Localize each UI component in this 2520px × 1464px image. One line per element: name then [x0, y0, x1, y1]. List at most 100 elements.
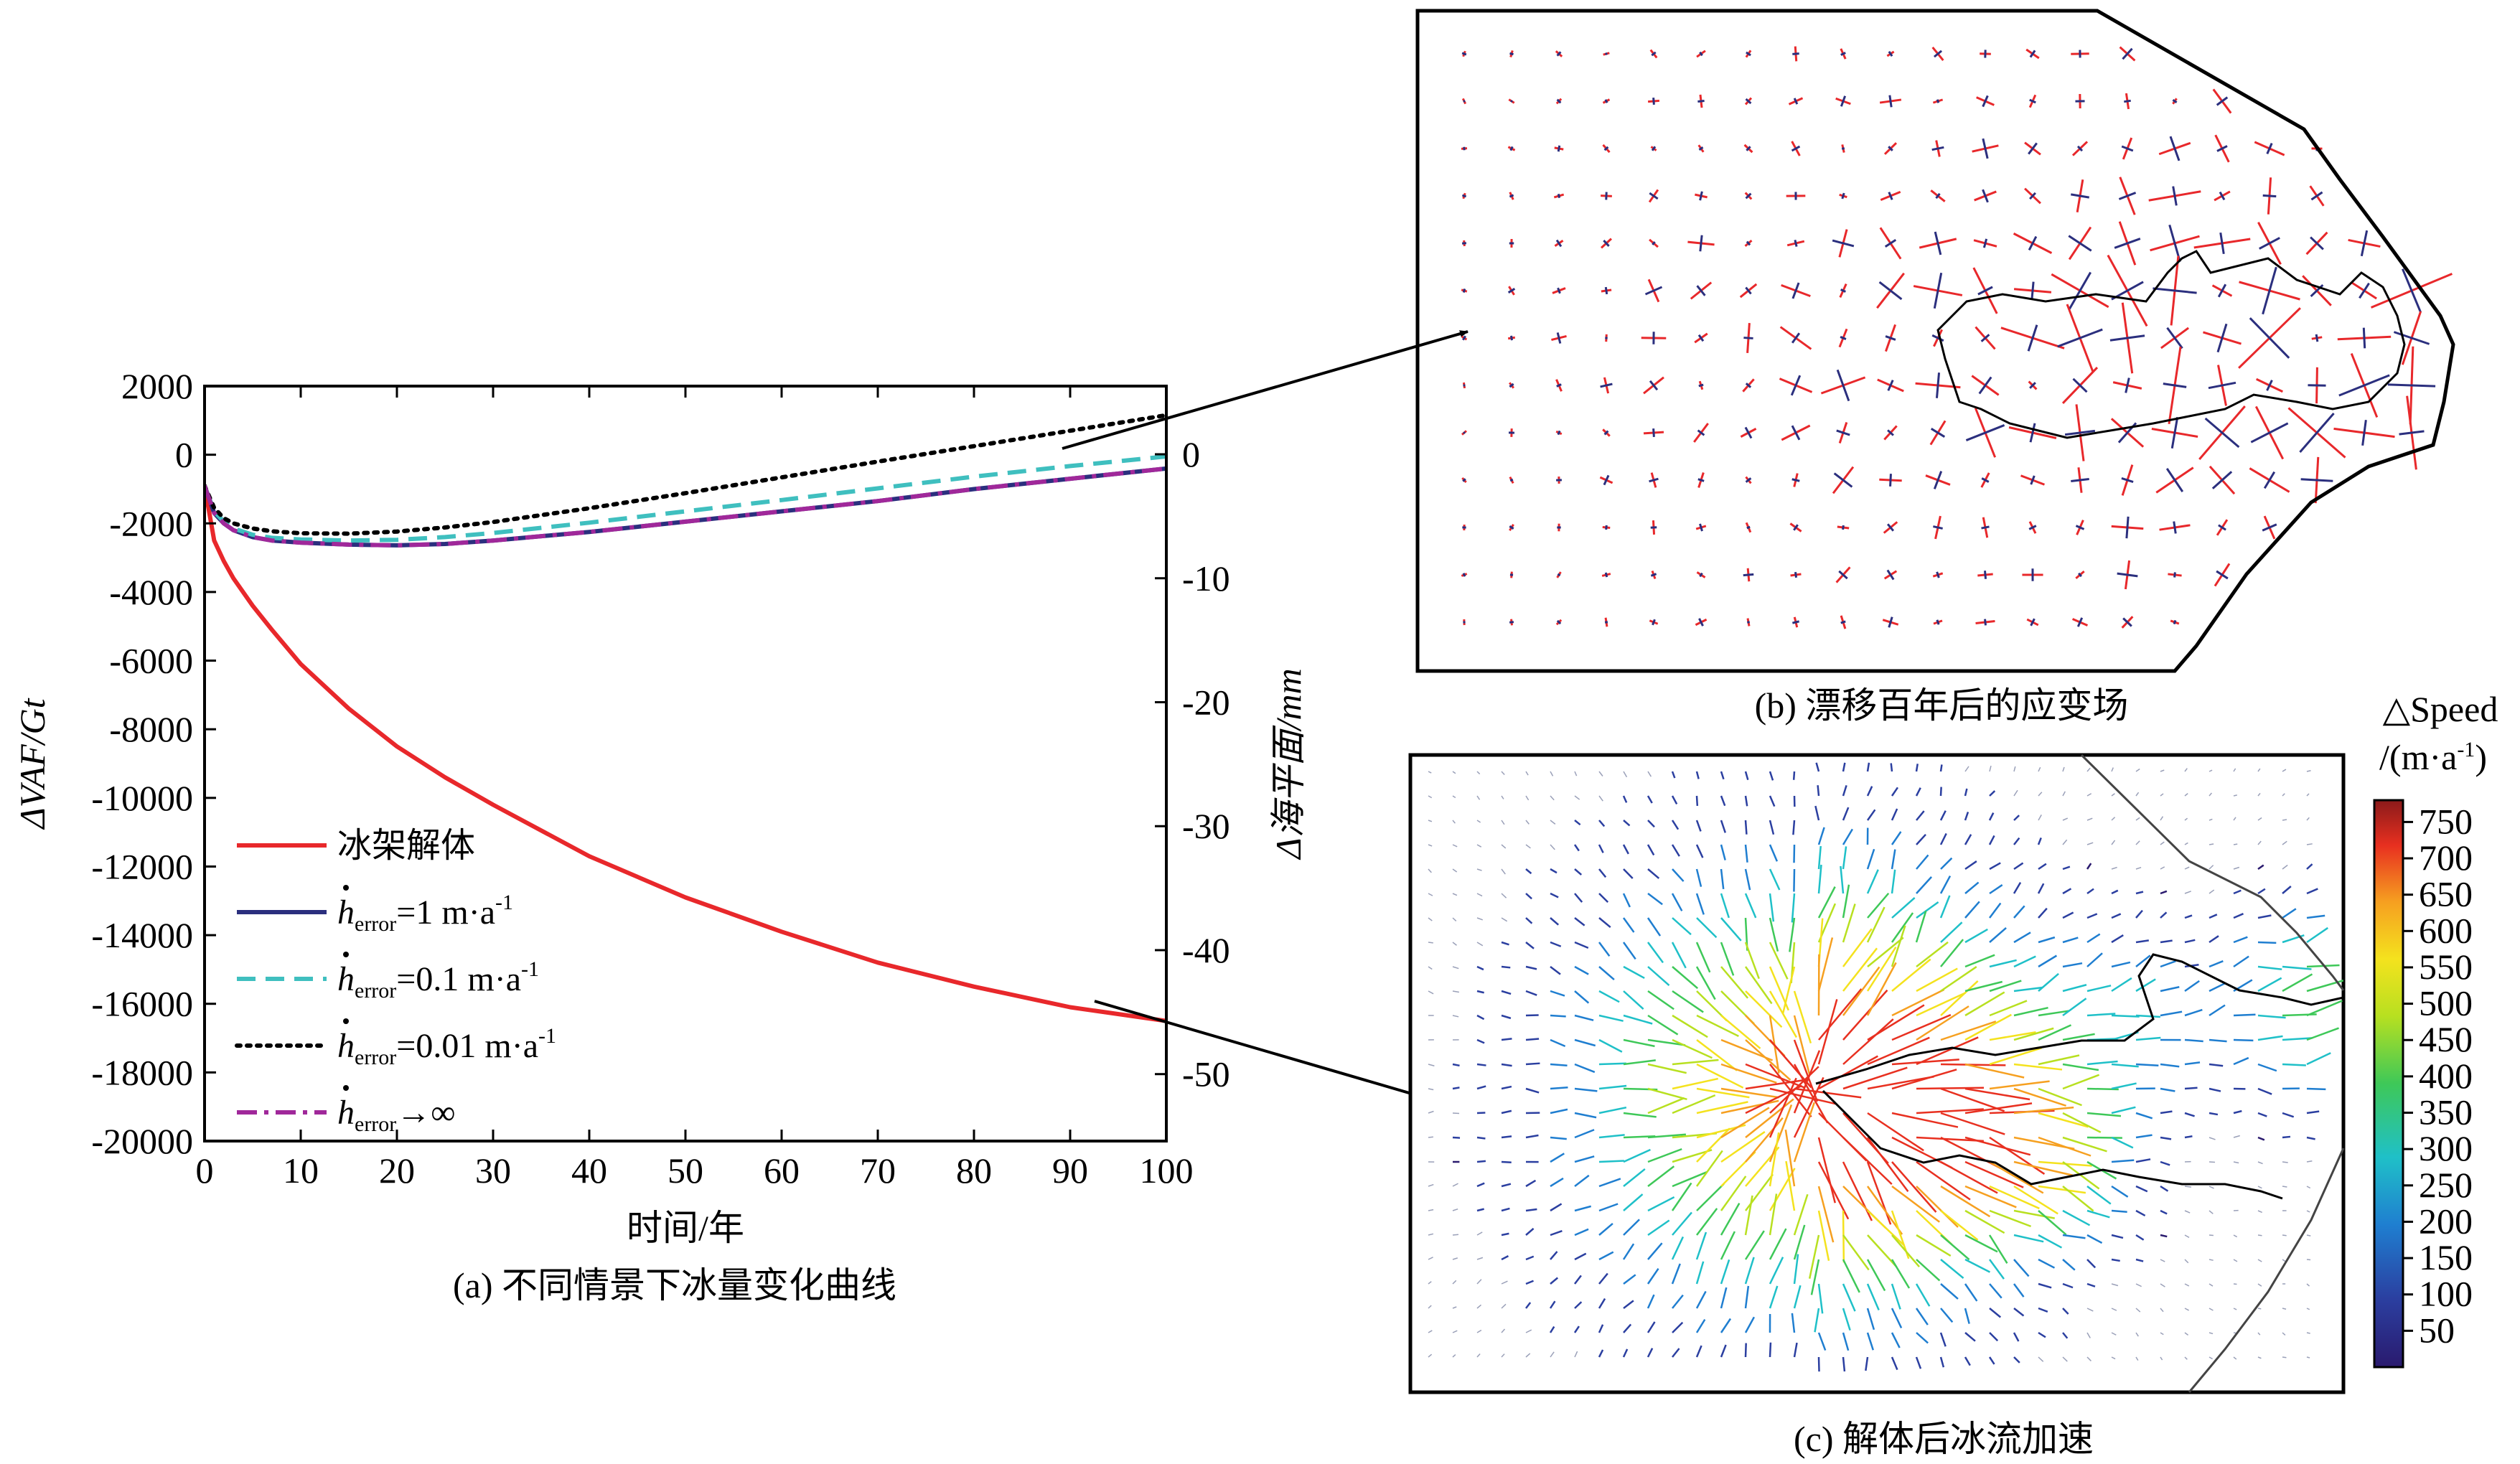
strain-vector-compression	[2402, 268, 2422, 313]
flow-vector	[1550, 917, 1560, 926]
strain-vector-compression	[2078, 572, 2082, 578]
strain-vector-compression	[2072, 377, 2088, 393]
strain-vector-compression	[1510, 335, 1513, 341]
flow-vector	[2282, 1308, 2287, 1310]
flow-vector	[1647, 1348, 1654, 1358]
flow-vector	[1940, 1185, 1991, 1218]
flow-vector	[1793, 1285, 1802, 1309]
flow-vector	[1525, 990, 1537, 996]
strain-vector-compression	[1644, 286, 1663, 296]
strain-vector-compression	[1840, 95, 1847, 107]
strain-vector-compression	[2028, 525, 2037, 530]
strain-vector-compression	[2029, 50, 2036, 58]
flow-vector	[1428, 771, 1432, 774]
flow-vector	[1501, 893, 1507, 898]
flow-vector	[1525, 795, 1530, 801]
flow-vector	[1940, 1210, 1979, 1241]
flow-vector	[1720, 1099, 1779, 1115]
flow-vector	[1818, 1055, 1878, 1090]
flow-vector	[1476, 771, 1481, 775]
strain-vector-compression	[1697, 429, 1705, 436]
flow-vector	[2282, 908, 2297, 919]
flow-vector	[1428, 1330, 1433, 1333]
flow-vector	[1916, 1036, 1979, 1066]
flow-vector	[1720, 1063, 1777, 1084]
flow-vector	[1817, 845, 1822, 870]
flow-vector	[1525, 965, 1537, 970]
flow-vector	[1793, 1050, 1821, 1114]
flow-vector	[2257, 1087, 2272, 1095]
strain-vector-compression	[1836, 369, 1850, 402]
strain-vector-compression	[2121, 477, 2134, 484]
series-line-0	[205, 485, 1166, 1023]
panel-c-ice-front-upper	[1815, 953, 2344, 1085]
flow-vector	[2233, 936, 2248, 944]
flow-vector	[2037, 837, 2042, 845]
flow-vector	[2013, 815, 2020, 821]
flow-vector	[1623, 1059, 1656, 1066]
flow-vector	[1891, 988, 1945, 1017]
strain-vector-compression	[2166, 327, 2183, 349]
flow-vector	[1525, 844, 1531, 849]
flow-vector	[1476, 1329, 1482, 1333]
flow-vector	[1501, 1063, 1512, 1067]
strain-vector-compression	[1743, 573, 1754, 577]
y-tick-label: -14000	[91, 915, 193, 955]
strain-vector-compression	[1794, 571, 1798, 578]
flow-vector	[1989, 1185, 2040, 1210]
flow-vector	[1842, 884, 1850, 919]
strain-vector-compression	[1652, 619, 1656, 626]
flow-vector	[1598, 1349, 1604, 1358]
flow-vector	[1916, 1087, 1985, 1090]
strain-vector-compression	[2310, 236, 2324, 250]
flow-vector	[1720, 1231, 1736, 1260]
flow-vector	[1989, 1047, 2042, 1066]
flow-vector	[1647, 990, 1674, 1010]
strain-vector-compression	[1556, 98, 1562, 104]
flow-vector	[1672, 1094, 1716, 1115]
flow-vector	[1671, 1236, 1685, 1260]
right-tick-label: -30	[1182, 806, 1230, 846]
flow-vector	[1769, 917, 1779, 952]
flow-vector	[2013, 1160, 2074, 1176]
strain-vector-compression	[2218, 524, 2226, 531]
flow-vector	[1623, 1038, 1655, 1048]
flow-vector	[1501, 1014, 1512, 1020]
strain-vector-compression	[2169, 136, 2181, 161]
colorbar-ticks: 7507006506005505004504003503002502001501…	[2403, 801, 2473, 1350]
flow-vector	[1671, 1182, 1692, 1211]
flow-vector	[1573, 1325, 1580, 1333]
flow-vector	[2160, 1110, 2173, 1115]
flow-vector	[1867, 937, 1904, 967]
flow-vector	[2208, 1004, 2226, 1017]
strain-vector-compression	[2122, 617, 2132, 627]
strain-vector-compression	[2173, 521, 2177, 534]
flow-vector	[1720, 1131, 1766, 1163]
strain-vector-compression	[2029, 192, 2036, 200]
flow-vector	[2111, 1234, 2124, 1239]
strain-vector-compression	[1935, 372, 1941, 398]
flow-vector	[2062, 1282, 2074, 1289]
flow-vector	[1817, 1161, 1850, 1220]
flow-vector	[1720, 917, 1742, 942]
flow-vector	[1891, 808, 1898, 821]
strain-vector-compression	[1699, 191, 1703, 201]
strain-vector-compression	[2216, 570, 2229, 580]
flow-vector	[1890, 763, 1893, 772]
flow-vector	[1989, 1332, 1999, 1342]
flow-vector	[1940, 1283, 1959, 1300]
flow-vector	[1672, 1149, 1713, 1163]
flow-vector	[1695, 771, 1700, 779]
flow-vector	[2013, 789, 2018, 797]
flow-vector	[2184, 866, 2190, 870]
strain-vector-compression	[2124, 99, 2131, 103]
flow-vector	[2208, 914, 2218, 919]
strain-vector-compression	[2310, 191, 2323, 201]
colorbar-tick-label: 100	[2419, 1274, 2473, 1314]
flow-vector	[2062, 817, 2069, 821]
flow-vector	[1452, 1354, 1456, 1358]
flow-vector	[1525, 1255, 1535, 1261]
strain-vector-compression	[2360, 230, 2369, 257]
flow-vector	[2086, 793, 2092, 797]
flow-vector	[1452, 1280, 1457, 1285]
